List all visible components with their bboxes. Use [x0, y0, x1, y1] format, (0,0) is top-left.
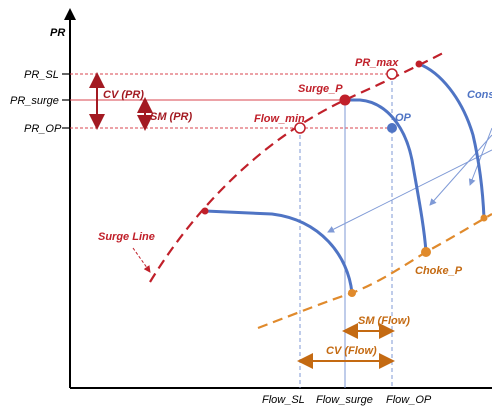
cons-label: Cons: [467, 89, 492, 101]
y-tick-label-pr-op: PR_OP: [24, 123, 62, 135]
choke-line: [257, 213, 492, 330]
cv-flow-label: CV (Flow): [326, 345, 377, 357]
speed-curve-low-surge-point: [201, 207, 209, 215]
choke-low-point: [348, 289, 356, 297]
flow-min-point: [294, 122, 306, 134]
choke-p-label: Choke_P: [415, 265, 463, 277]
y-axis-arrowhead: [64, 8, 76, 20]
x-tick-label-flow-surge: Flow_surge: [316, 394, 373, 406]
pointer-line-1: [327, 149, 492, 233]
cv-pr-label: CV (PR): [103, 89, 144, 101]
speed-curve-high: [418, 62, 486, 219]
y-axis-label: PR: [50, 27, 65, 39]
pr-max-point: [386, 68, 398, 80]
surge-line-label: Surge Line: [98, 231, 155, 243]
speed-curve-low: [204, 209, 354, 294]
pointer-line-3: [468, 127, 492, 186]
sm-pr-label: SM (PR): [150, 111, 193, 123]
choke-p-point: [421, 247, 431, 257]
y-tick-label-pr-sl: PR_SL: [24, 69, 59, 81]
choke-high-point: [480, 214, 488, 222]
surge-p-label: Surge_P: [298, 83, 343, 95]
op-label: OP: [395, 112, 412, 124]
y-tick-label-pr-surge: PR_surge: [10, 95, 59, 107]
x-tick-label-flow-sl: Flow_SL: [262, 394, 305, 406]
pr-max-label: PR_max: [355, 57, 399, 69]
sm-flow-label: SM (Flow): [358, 315, 410, 327]
surge-line-pointer: [132, 247, 151, 273]
pointer-line-2: [429, 134, 492, 206]
surge-p-point: [339, 94, 351, 106]
x-tick-label-flow-op: Flow_OP: [386, 394, 432, 406]
flow-min-label: Flow_min: [254, 113, 305, 125]
speed-curve-mid: [345, 98, 428, 253]
speed-curve-high-surge-point: [415, 60, 423, 68]
op-point: [387, 123, 397, 133]
surge-line: [149, 51, 446, 283]
